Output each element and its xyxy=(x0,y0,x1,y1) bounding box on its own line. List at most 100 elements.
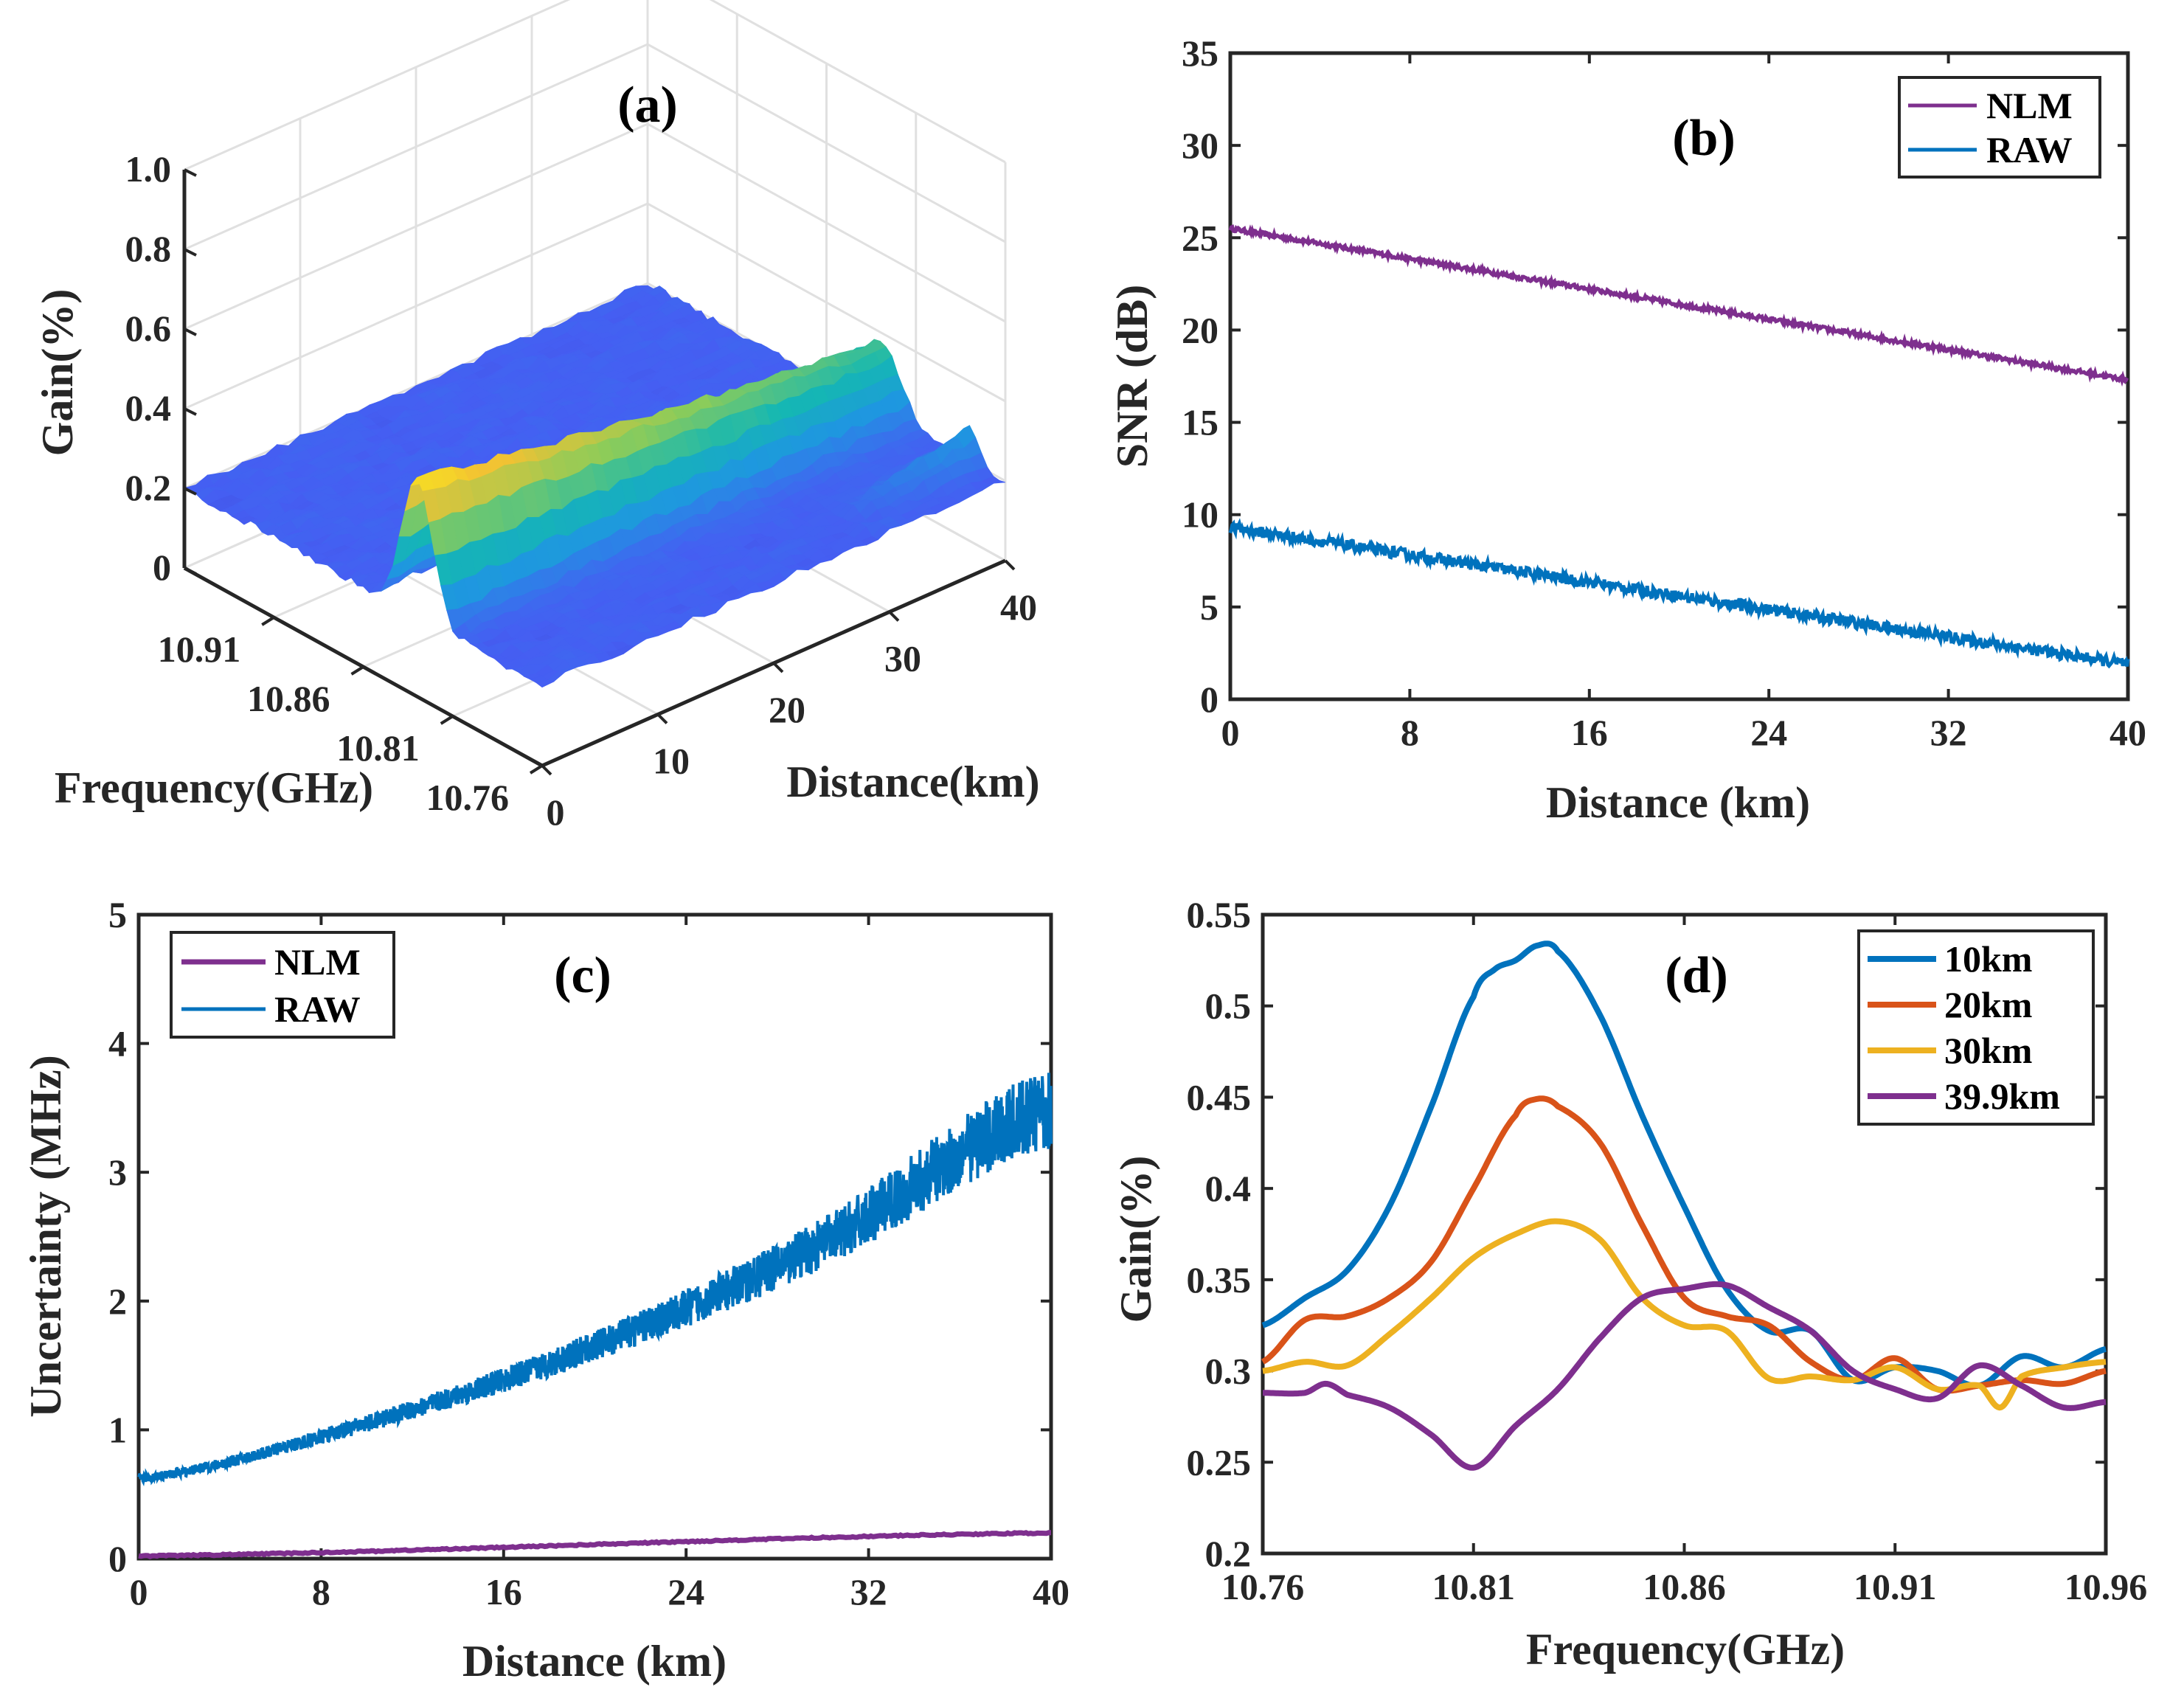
x-tick-label: 40 xyxy=(1033,1571,1070,1612)
legend-label: 30km xyxy=(1944,1030,2032,1071)
x-axis-label: Frequency(GHz) xyxy=(1526,1625,1845,1674)
y-tick-label: 4 xyxy=(108,1023,127,1064)
y-tick-label: 0.5 xyxy=(1205,985,1252,1027)
x-tick-label: 8 xyxy=(312,1571,330,1612)
y-tick-label: 5 xyxy=(108,894,127,935)
series-line-raw xyxy=(1228,518,2130,669)
panel-d-gain-spectrum-plot: 10.76 10.81 10.86 10.91 10.96 0.2 0.25 0.3 0.35 0… xyxy=(1112,894,2147,1674)
x-tick-label: 10.81 xyxy=(1432,1566,1516,1607)
x-tick-label: 0 xyxy=(1221,712,1240,753)
z-tick-label: 0.4 xyxy=(125,387,172,429)
x-tick-label: 40 xyxy=(2110,712,2146,753)
y-axis-label: SNR (dB) xyxy=(1108,285,1157,468)
y-tick-label: 0 xyxy=(108,1538,127,1579)
surface xyxy=(184,285,1006,688)
legend-box xyxy=(1898,76,2101,179)
frequency-axis-label: Frequency(GHz) xyxy=(55,763,373,812)
y-tick-label: 1 xyxy=(108,1409,127,1450)
z-tick-mark xyxy=(184,487,197,496)
distance-tick-label: 40 xyxy=(1000,586,1037,628)
frequency-tick-label: 10.86 xyxy=(247,678,330,719)
legend-label: NLM xyxy=(274,941,361,983)
y-tick-label: 15 xyxy=(1182,402,1218,443)
z-tick-mark xyxy=(184,248,197,257)
legend-label: 10km xyxy=(1944,938,2032,980)
panel-label: (a) xyxy=(617,77,678,134)
distance-tick-label: 30 xyxy=(884,638,921,679)
y-tick-label: 2 xyxy=(108,1281,127,1322)
y-tick-label: 20 xyxy=(1182,309,1218,350)
distance-tick-label: 20 xyxy=(769,689,805,730)
y-tick-label: 0.45 xyxy=(1187,1076,1252,1118)
x-axis-label: Distance (km) xyxy=(1546,778,1810,827)
y-tick-label: 0 xyxy=(1200,679,1218,720)
y-tick-label: 35 xyxy=(1182,32,1218,74)
distance-tick-mark xyxy=(888,611,900,622)
distance-tick-label: 10 xyxy=(653,741,690,782)
x-axis-label: Distance (km) xyxy=(462,1637,727,1686)
distance-axis-label: Distance(km) xyxy=(786,758,1039,806)
x-tick-label: 16 xyxy=(1571,712,1608,753)
surface-patch xyxy=(535,679,555,688)
x-tick-label: 16 xyxy=(485,1571,522,1612)
y-tick-label: 0.2 xyxy=(1205,1533,1252,1574)
z-tick-label: 0 xyxy=(153,547,171,588)
panel-label: (c) xyxy=(554,947,611,1004)
z-tick-mark xyxy=(184,328,197,336)
z-tick-mark xyxy=(184,407,197,416)
distance-tick-mark xyxy=(541,764,552,776)
grid-line xyxy=(184,0,1006,171)
legend-box xyxy=(170,931,395,1039)
y-tick-label: 0.3 xyxy=(1205,1351,1252,1392)
series-line-nlm xyxy=(138,1530,1051,1559)
x-tick-label: 10.91 xyxy=(1854,1566,1937,1607)
frequency-tick-label: 10.76 xyxy=(426,777,510,818)
series-line-raw xyxy=(137,1073,1053,1486)
frequency-tick-mark xyxy=(350,665,364,676)
series-line-39.9km xyxy=(1261,1281,2107,1471)
y-tick-label: 5 xyxy=(1200,586,1218,628)
legend-label: 39.9km xyxy=(1944,1075,2060,1117)
series-line-nlm xyxy=(1228,224,2129,387)
legend-label: RAW xyxy=(1986,129,2073,170)
z-tick-label: 0.6 xyxy=(125,308,172,349)
frequency-tick-mark xyxy=(440,715,454,725)
y-tick-label: 0.25 xyxy=(1187,1441,1252,1483)
distance-tick-label: 0 xyxy=(547,791,565,833)
y-tick-label: 0.4 xyxy=(1205,1168,1252,1209)
z-tick-label: 0.2 xyxy=(125,467,172,508)
y-axis-label: Uncertainty (MHz) xyxy=(21,1055,70,1417)
x-tick-label: 24 xyxy=(1750,712,1787,753)
frequency-tick-mark xyxy=(529,764,544,775)
distance-tick-mark xyxy=(772,662,784,673)
distance-tick-mark xyxy=(656,713,668,724)
frequency-tick-mark xyxy=(261,616,275,626)
y-tick-label: 3 xyxy=(108,1151,127,1193)
y-tick-label: 0.35 xyxy=(1187,1259,1252,1300)
x-tick-label: 0 xyxy=(130,1571,148,1612)
legend-label: 20km xyxy=(1944,984,2032,1025)
x-tick-label: 8 xyxy=(1401,712,1419,753)
legend-box xyxy=(1857,929,2095,1126)
z-tick-mark xyxy=(184,168,197,177)
y-tick-label: 10 xyxy=(1182,494,1218,536)
panel-label: (b) xyxy=(1672,110,1736,167)
legend-label: RAW xyxy=(274,988,361,1030)
distance-tick-mark xyxy=(1004,559,1016,571)
frequency-tick-label: 10.81 xyxy=(336,727,420,769)
x-tick-label: 32 xyxy=(850,1571,887,1612)
x-tick-label: 10.96 xyxy=(2065,1566,2148,1607)
frequency-tick-label: 10.91 xyxy=(158,628,241,670)
x-tick-label: 32 xyxy=(1930,712,1967,753)
panel-c-uncertainty-plot: 0 8 16 24 32 40 0 1 2 3 4 5 NLM RAW (c) Distance (km) Un… xyxy=(21,894,1070,1686)
y-tick-label: 25 xyxy=(1182,217,1218,258)
z-tick-mark xyxy=(184,567,197,575)
legend-label: NLM xyxy=(1986,85,2073,126)
z-axis-label: Gain(%) xyxy=(33,289,82,457)
x-tick-label: 10.86 xyxy=(1643,1566,1726,1607)
z-tick-label: 0.8 xyxy=(125,228,172,269)
series-line-30km xyxy=(1261,1218,2107,1411)
